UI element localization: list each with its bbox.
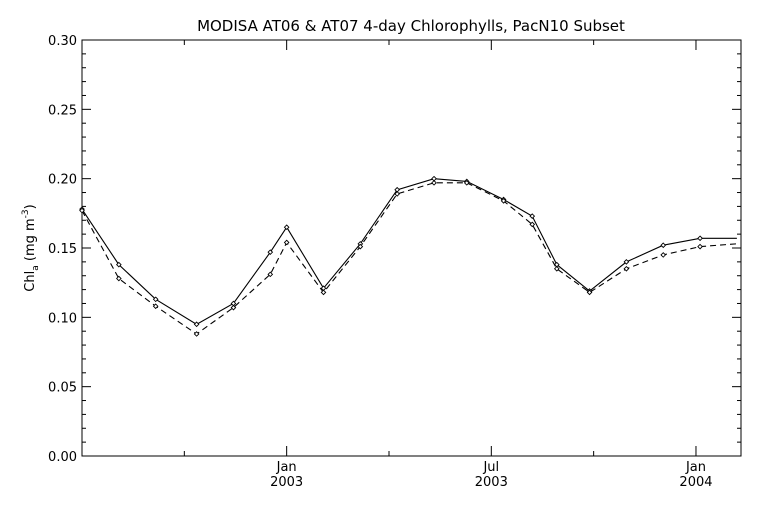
series-group [79, 175, 737, 337]
data-point-solid [152, 296, 159, 303]
y-tick-label: 0.25 [48, 103, 77, 118]
data-point-solid [660, 242, 667, 249]
x-tick-label-year: 2003 [475, 475, 508, 490]
data-point-dashed [320, 289, 327, 296]
data-point-solid [623, 259, 630, 265]
y-tick-label: 0.15 [48, 242, 77, 257]
y-axis-label: Chla (mg m-3) [21, 204, 41, 291]
data-point-dashed [463, 179, 470, 186]
data-point-dashed [193, 331, 200, 337]
data-point-solid [697, 235, 703, 242]
data-point-dashed [152, 303, 159, 310]
x-tick-label-month: Jan [276, 460, 297, 475]
x-tick-label-month: Jul [482, 460, 499, 475]
plot-border [81, 39, 742, 457]
y-tick-label: 0.05 [48, 381, 77, 396]
data-point-dashed [230, 304, 237, 311]
data-point-dashed [394, 191, 401, 197]
data-point-dashed [500, 198, 507, 204]
y-axis-label-superscript: -3 [21, 209, 31, 218]
y-axis-label-close: ) [23, 204, 38, 209]
data-point-dashed [586, 289, 593, 296]
data-point-dashed [529, 221, 536, 228]
chart-title: MODISA AT06 & AT07 4-day Chlorophylls, P… [197, 17, 625, 35]
y-axis-label-unit: (mg m [23, 218, 38, 265]
y-axis-label-subscript: a [31, 265, 41, 271]
data-point-dashed [697, 243, 703, 250]
data-point-dashed [660, 252, 667, 258]
data-point-dashed [267, 271, 274, 278]
y-axis-label-main: Chl [23, 271, 38, 292]
data-point-solid [267, 249, 274, 255]
y-tick-label: 0.10 [48, 311, 77, 326]
series-line-solid [81, 178, 737, 325]
data-point-solid [193, 321, 200, 328]
x-tick-label-year: 2003 [270, 475, 303, 490]
data-point-solid [116, 261, 122, 268]
y-tick-label: 0.00 [48, 450, 77, 465]
y-tick-label: 0.20 [48, 173, 77, 188]
data-point-solid [529, 213, 536, 219]
data-point-dashed [79, 207, 85, 214]
y-axis: 0.00 0.05 0.10 0.15 0.20 0.25 0.30 [48, 34, 741, 465]
data-point-dashed [116, 275, 122, 282]
data-point-dashed [431, 179, 437, 186]
y-tick-label: 0.30 [48, 34, 77, 49]
x-tick-label-month: Jan [685, 460, 706, 475]
data-point-dashed [357, 243, 364, 250]
data-point-dashed [283, 239, 290, 246]
plot-frame [81, 39, 742, 457]
x-tick-label-year: 2004 [679, 475, 712, 490]
data-point-dashed [553, 265, 560, 272]
data-point-dashed [623, 265, 630, 272]
series-line-dashed [81, 182, 737, 335]
data-point-solid [283, 224, 290, 231]
